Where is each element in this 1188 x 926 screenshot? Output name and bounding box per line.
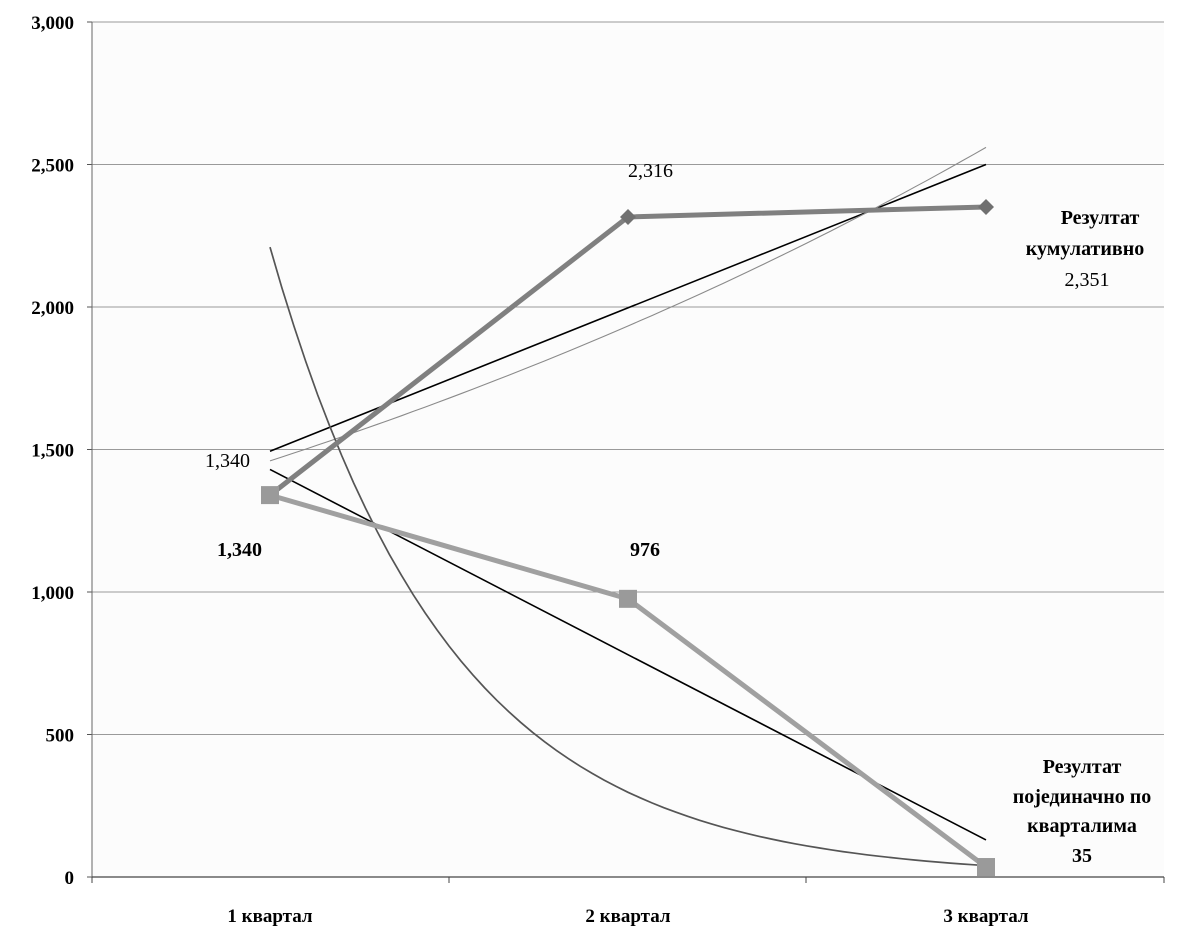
data-label: 2,351 [1065, 269, 1110, 291]
x-tick-label: 1 квартал [227, 906, 313, 926]
square-marker [977, 858, 995, 877]
series-labels: Резултат кумулативно 2,351 Резултат поједина… [1013, 207, 1152, 867]
y-tick-label: 1,500 [31, 441, 74, 462]
data-label: 976 [630, 539, 660, 561]
series-name: Резултат [1043, 756, 1122, 778]
trendline-exponential [269, 246, 987, 867]
y-tick-label: 3,000 [31, 13, 74, 34]
diamond-marker [620, 208, 636, 225]
x-axis: 1 квартал 2 квартал 3 квартал [91, 876, 1165, 926]
diamond-marker [978, 198, 994, 215]
y-tick-label: 1,000 [31, 583, 74, 604]
square-marker [261, 486, 279, 505]
y-tick-label: 0 [65, 868, 75, 889]
series-name: кумулативно [1026, 238, 1144, 260]
data-labels: 1,340 2,316 1,340 976 [205, 160, 673, 561]
y-axis: 0 500 1,000 1,500 2,000 2,500 3,000 [31, 13, 93, 889]
data-label: 1,340 [217, 539, 262, 561]
data-label: 1,340 [205, 450, 250, 472]
series-name: Резултат [1061, 207, 1140, 229]
data-label: 2,316 [628, 160, 673, 182]
series-group [261, 198, 995, 877]
square-marker [619, 589, 637, 608]
x-tick-label: 3 квартал [943, 906, 1029, 926]
x-tick-label: 2 квартал [585, 906, 671, 926]
series-name: кварталима [1027, 815, 1137, 837]
y-tick-label: 2,500 [31, 156, 74, 177]
data-label: 35 [1072, 845, 1092, 867]
y-tick-label: 500 [46, 726, 75, 747]
series-name: појединачно по [1013, 786, 1152, 808]
y-tick-label: 2,000 [31, 298, 74, 319]
